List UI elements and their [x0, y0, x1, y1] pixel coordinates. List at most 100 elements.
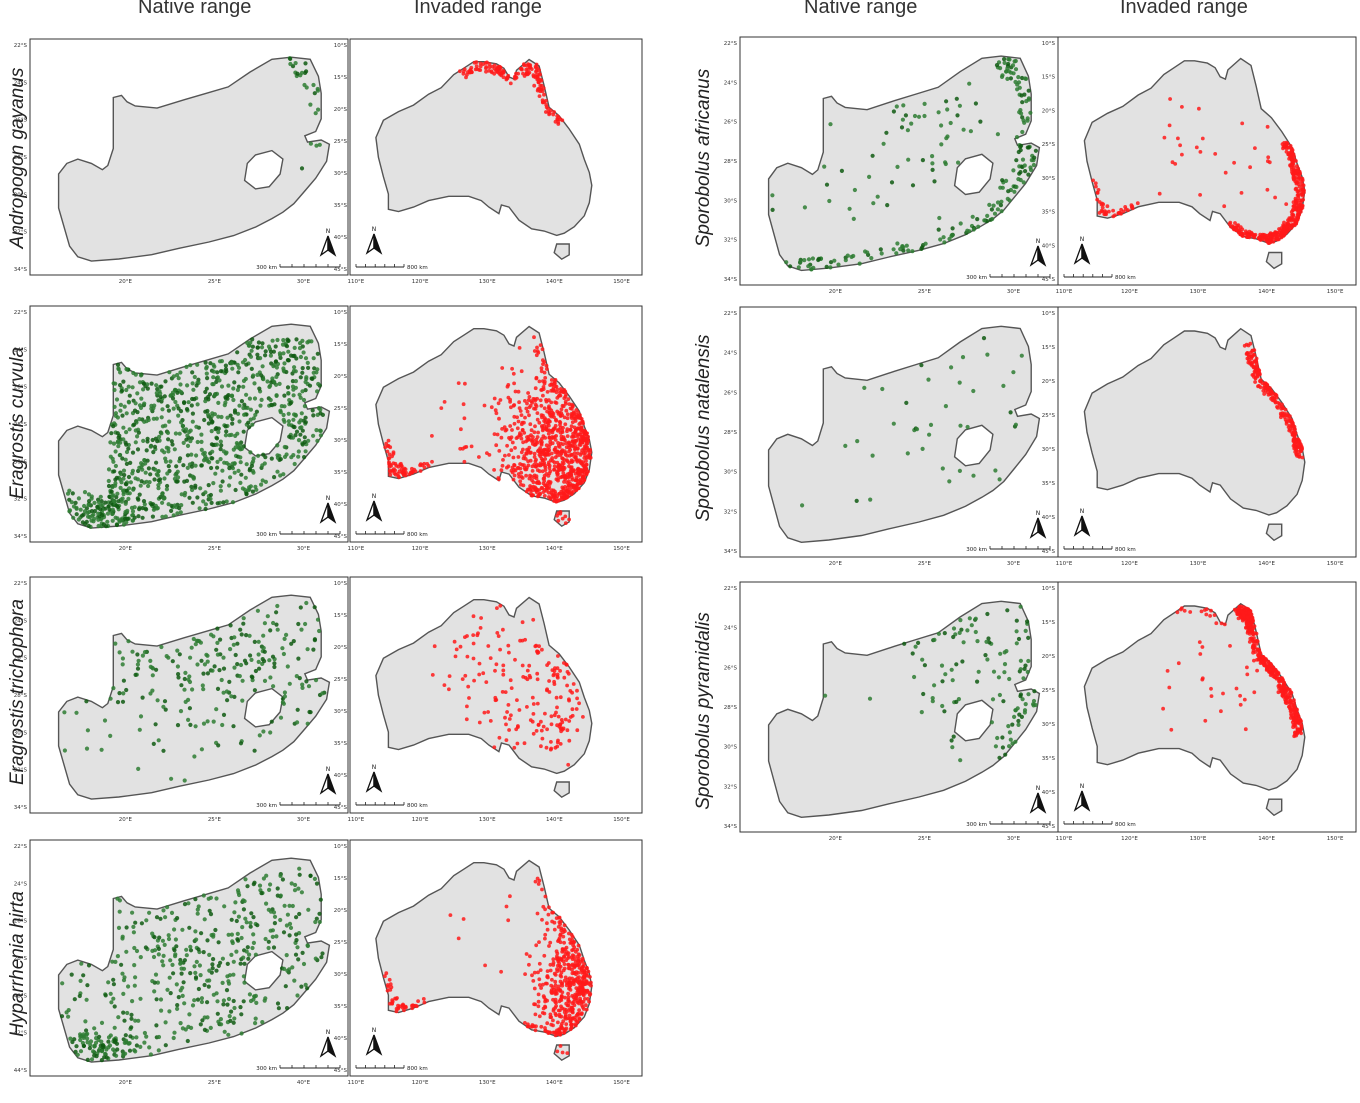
occurrence-point	[215, 686, 221, 691]
occurrence-point	[904, 243, 909, 248]
occurrence-point	[135, 447, 141, 452]
lat-tick-label: 30°S	[334, 972, 348, 978]
occurrence-point	[545, 921, 549, 926]
occurrence-point	[268, 353, 273, 358]
occurrence-point	[540, 428, 545, 433]
occurrence-point	[124, 1040, 129, 1045]
occurrence-point	[228, 413, 233, 418]
occurrence-point	[128, 1034, 133, 1039]
occurrence-point	[139, 396, 144, 401]
occurrence-point	[278, 408, 283, 413]
occurrence-point	[293, 379, 298, 384]
occurrence-point	[189, 1025, 194, 1030]
scale-bar-label: 800 km	[407, 803, 428, 809]
occurrence-point	[572, 425, 577, 430]
occurrence-point	[463, 673, 468, 678]
occurrence-point	[245, 884, 250, 889]
occurrence-point	[186, 901, 191, 906]
occurrence-point	[112, 1025, 117, 1030]
occurrence-point	[1168, 97, 1172, 101]
occurrence-point	[211, 992, 216, 997]
occurrence-point	[547, 905, 551, 910]
occurrence-point	[215, 375, 220, 380]
occurrence-point	[486, 710, 490, 714]
occurrence-point	[566, 479, 571, 484]
occurrence-point	[206, 483, 211, 488]
occurrence-point	[994, 63, 1000, 68]
occurrence-point	[561, 425, 565, 430]
north-arrow-label: N	[372, 1027, 377, 1034]
lon-tick-label: 110°E	[347, 546, 364, 552]
occurrence-point	[62, 748, 67, 753]
occurrence-point	[1280, 402, 1284, 407]
occurrence-point	[187, 1012, 192, 1017]
occurrence-point	[871, 201, 876, 206]
occurrence-point	[1176, 136, 1180, 141]
occurrence-point	[130, 910, 135, 915]
occurrence-point	[1247, 229, 1252, 234]
occurrence-point	[177, 652, 182, 657]
occurrence-point	[91, 512, 96, 517]
occurrence-point	[1290, 420, 1294, 424]
occurrence-point	[385, 983, 390, 987]
occurrence-point	[1016, 80, 1022, 85]
occurrence-point	[1247, 235, 1252, 240]
occurrence-point	[154, 391, 159, 396]
occurrence-point	[170, 396, 176, 401]
occurrence-point	[248, 998, 254, 1004]
occurrence-point	[106, 980, 111, 985]
occurrence-point	[463, 381, 467, 386]
occurrence-point	[188, 363, 193, 368]
occurrence-point	[556, 471, 560, 476]
occurrence-point	[579, 967, 584, 972]
occurrence-point	[255, 923, 260, 928]
occurrence-point	[222, 403, 227, 408]
occurrence-point	[575, 481, 580, 486]
occurrence-point	[300, 370, 305, 375]
occurrence-point	[210, 449, 215, 454]
occurrence-point	[305, 943, 310, 949]
occurrence-point	[218, 1017, 223, 1022]
occurrence-point	[484, 66, 488, 71]
occurrence-point	[124, 411, 129, 416]
occurrence-point	[115, 431, 120, 436]
occurrence-point	[305, 721, 310, 726]
occurrence-point	[501, 75, 506, 80]
occurrence-point	[982, 218, 987, 223]
occurrence-point	[162, 942, 167, 947]
occurrence-point	[800, 503, 805, 508]
occurrence-point	[274, 610, 279, 615]
occurrence-point	[178, 709, 184, 714]
occurrence-point	[1260, 381, 1265, 386]
occurrence-point	[124, 387, 129, 393]
occurrence-point	[225, 396, 230, 401]
occurrence-point	[536, 1004, 541, 1009]
occurrence-point	[1014, 158, 1019, 163]
occurrence-point	[237, 419, 242, 424]
occurrence-point	[302, 455, 307, 460]
occurrence-point	[989, 207, 994, 212]
occurrence-points	[770, 57, 1038, 272]
occurrence-point	[247, 396, 252, 401]
occurrence-point	[461, 917, 466, 921]
occurrence-point	[263, 936, 268, 942]
occurrence-point	[560, 118, 565, 123]
occurrence-point	[264, 901, 269, 906]
occurrence-point	[161, 908, 166, 913]
occurrence-point	[202, 917, 207, 922]
occurrence-point	[533, 386, 538, 391]
occurrence-point	[163, 459, 169, 464]
occurrence-point	[895, 164, 900, 169]
occurrence-point	[1232, 160, 1236, 165]
occurrence-point	[249, 348, 254, 353]
occurrence-point	[238, 662, 244, 668]
occurrence-point	[268, 730, 273, 735]
lat-tick-label: 35°S	[334, 741, 348, 747]
occurrence-point	[508, 424, 513, 428]
occurrence-point	[133, 476, 138, 481]
occurrence-point	[941, 235, 946, 240]
occurrence-point	[258, 403, 263, 408]
occurrence-point	[89, 496, 94, 501]
occurrence-point	[188, 971, 193, 976]
lat-tick-label: 45°S	[1042, 277, 1056, 283]
